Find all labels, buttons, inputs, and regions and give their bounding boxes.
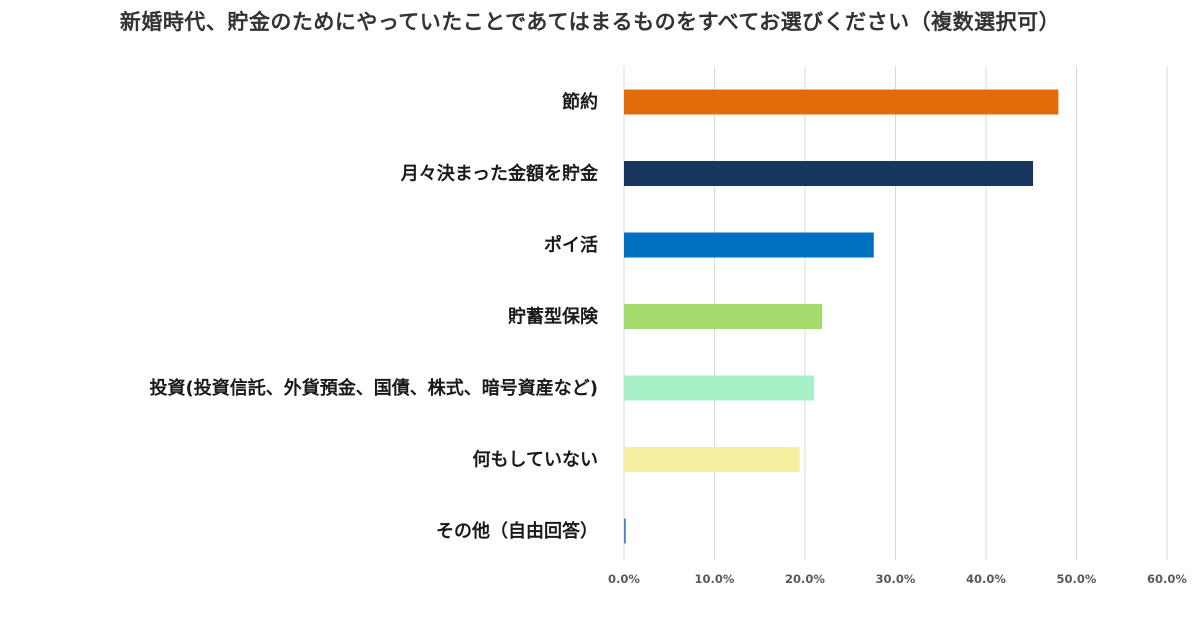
category-label: その他（自由回答） [436,520,598,542]
chart-title: 新婚時代、貯金のためにやっていたことであてはまるものをすべてお選びください（複数… [119,10,1061,34]
x-tick-label: 60.0% [1147,572,1187,586]
x-tick-label: 10.0% [695,572,735,586]
bar [624,89,1059,115]
category-label: 何もしていない [473,449,598,471]
x-tick-label: 50.0% [1057,572,1097,586]
x-tick-labels: 0.0% 10.0% 20.0% 30.0% 40.0% 50.0% 60.0% [608,572,1187,586]
x-tick-label: 40.0% [966,572,1006,586]
x-tick-label: 20.0% [785,572,825,586]
bar [624,304,823,329]
category-label: 貯蓄型保険 [508,306,599,328]
x-tick-label: 30.0% [876,572,916,586]
category-label: ポイ活 [544,234,598,256]
bar [624,232,874,258]
category-label: 節約 [562,91,598,113]
bar [624,518,626,544]
category-labels: 節約月々決まった金額を貯金ポイ活貯蓄型保険投資(投資信託、外貨預金、国債、株式、… [150,91,599,542]
category-label: 投資(投資信託、外貨預金、国債、株式、暗号資産など) [150,377,598,399]
category-label: 月々決まった金額を貯金 [400,163,599,185]
bar [624,375,815,401]
bar [624,161,1034,186]
x-tick-label: 0.0% [608,572,640,586]
bars [624,89,1059,544]
bar [624,447,800,472]
